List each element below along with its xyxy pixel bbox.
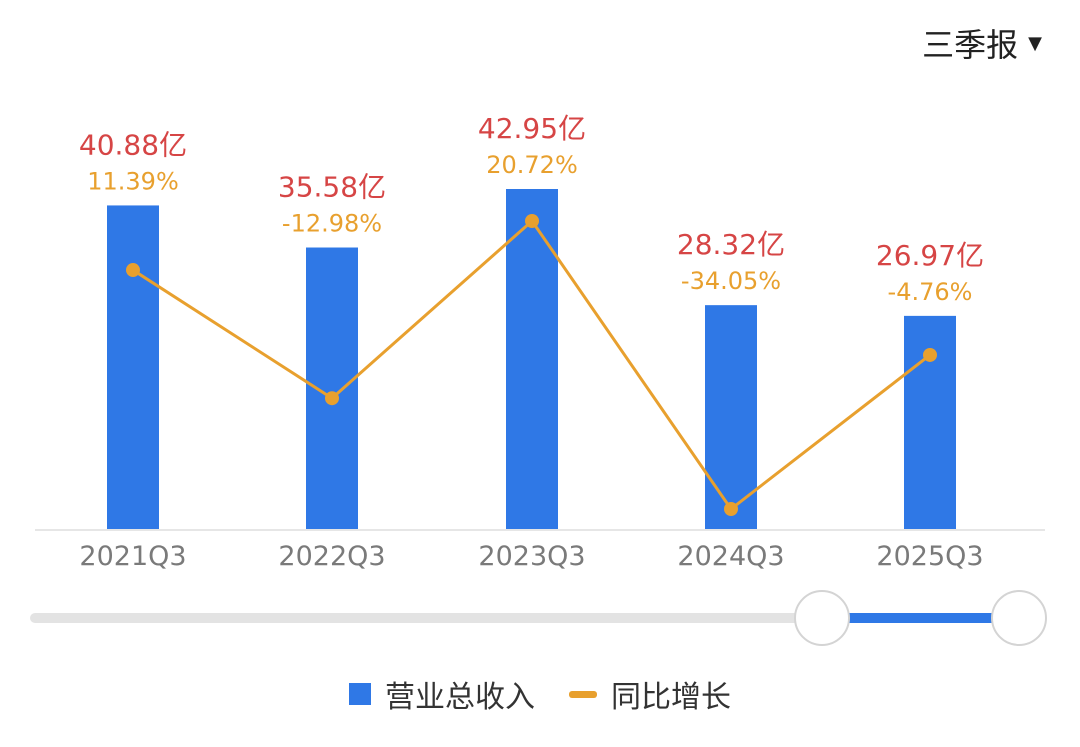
revenue-bar[interactable] xyxy=(306,247,358,530)
legend-item-growth[interactable]: 同比增长 xyxy=(569,672,731,716)
period-selector-label: 三季报 xyxy=(922,26,1019,64)
x-tick-label: 2021Q3 xyxy=(79,541,186,572)
revenue-bar[interactable] xyxy=(506,189,558,530)
legend-label-revenue: 营业总收入 xyxy=(385,680,535,715)
range-slider xyxy=(30,590,1047,646)
period-selector-dropdown[interactable]: 三季报 ▼ xyxy=(922,20,1042,66)
caret-down-icon: ▼ xyxy=(1028,32,1042,54)
chart-svg: 40.88亿 11.39% 35.58亿 -12.98% 42.95亿 20.72% 28.… xyxy=(30,112,1047,646)
growth-line-layer xyxy=(126,214,937,516)
revenue-value-label: 26.97亿 xyxy=(876,239,984,272)
x-axis-labels: 2021Q3 2022Q3 2023Q3 2024Q3 2025Q3 xyxy=(79,541,983,572)
growth-pct-label: -12.98% xyxy=(282,210,382,238)
growth-pct-label: 11.39% xyxy=(87,167,179,195)
slider-handle-right[interactable] xyxy=(991,590,1047,646)
growth-point[interactable] xyxy=(923,347,937,362)
legend-bar-swatch xyxy=(349,683,371,705)
growth-pct-label: 20.72% xyxy=(486,151,578,179)
x-tick-label: 2025Q3 xyxy=(876,541,983,572)
growth-point[interactable] xyxy=(724,502,738,516)
x-tick-label: 2024Q3 xyxy=(677,541,784,572)
legend-line-swatch xyxy=(569,690,597,698)
revenue-value-label: 35.58亿 xyxy=(278,171,386,204)
growth-point[interactable] xyxy=(325,391,339,406)
growth-pct-label: -4.76% xyxy=(888,278,973,306)
growth-point[interactable] xyxy=(525,214,539,228)
x-tick-label: 2023Q3 xyxy=(478,541,585,572)
revenue-bar[interactable] xyxy=(705,305,757,530)
x-tick-label: 2022Q3 xyxy=(278,541,385,572)
legend-label-growth: 同比增长 xyxy=(611,680,731,715)
revenue-value-label: 42.95亿 xyxy=(478,112,586,145)
revenue-value-label: 40.88亿 xyxy=(79,128,187,161)
bars-layer xyxy=(107,189,956,530)
labels-layer: 40.88亿 11.39% 35.58亿 -12.98% 42.95亿 20.72% 28.… xyxy=(79,112,984,306)
legend: 营业总收入 同比增长 xyxy=(0,672,1080,716)
revenue-value-label: 28.32亿 xyxy=(677,228,785,261)
slider-handle-left[interactable] xyxy=(794,590,850,646)
revenue-bar[interactable] xyxy=(107,205,159,530)
growth-point[interactable] xyxy=(126,263,140,278)
legend-item-revenue[interactable]: 营业总收入 xyxy=(349,672,535,716)
growth-pct-label: -34.05% xyxy=(681,267,781,295)
